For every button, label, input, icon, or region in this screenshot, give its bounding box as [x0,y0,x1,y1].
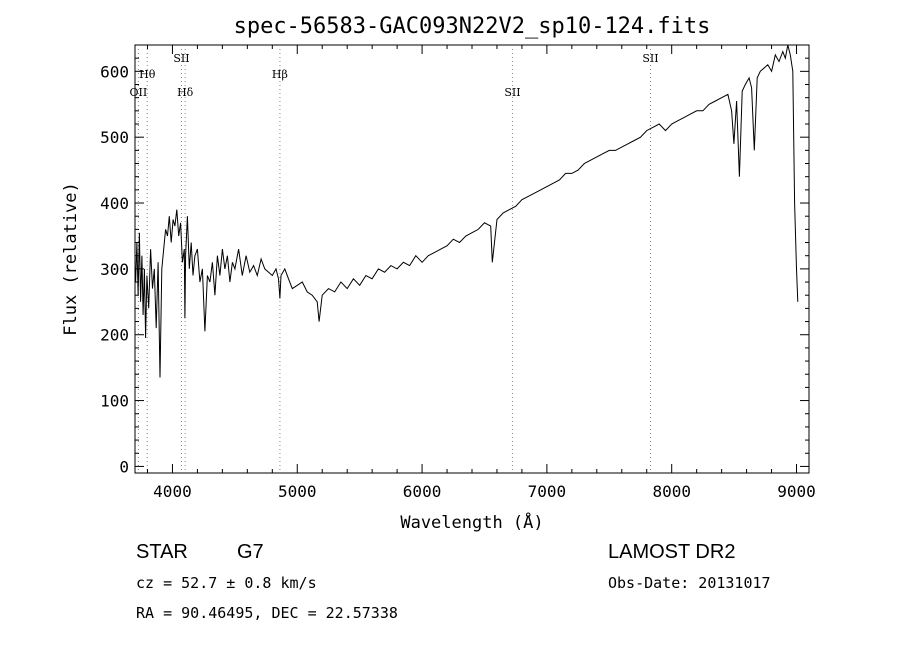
coordinates-text: RA = 90.46495, DEC = 22.57338 [136,604,398,622]
line-marker-label: OII [130,86,148,99]
line-marker-label: SII [642,52,658,65]
line-marker-label: Hβ [272,68,288,81]
x-tick-label: 5000 [278,482,317,501]
axis-ticks: 4000 5000 6000 7000 8000 9000 0 100 200 300 400 500… [100,45,816,501]
chart-title: spec-56583-GAC093N22V2_sp10-124.fits [234,14,711,39]
x-tick-label: 4000 [153,482,192,501]
line-marker-label: Hθ [139,68,156,81]
spectral-line-markers: Hθ SII SII OII Hδ Hβ SII [130,45,659,473]
x-tick-label: 8000 [652,482,691,501]
y-tick-label: 100 [100,392,129,411]
y-axis-label: Flux (relative) [61,182,81,336]
y-tick-label: 200 [100,326,129,345]
y-tick-label: 400 [100,194,129,213]
x-tick-label: 9000 [777,482,816,501]
obs-date-text: Obs-Date: 20131017 [608,574,771,592]
y-tick-label: 500 [100,128,129,147]
line-marker-label: SII [173,52,189,65]
redshift-text: cz = 52.7 ± 0.8 km/s [136,574,317,592]
y-tick-label: 0 [119,457,129,476]
plot-frame [134,44,810,474]
line-marker-label: Hδ [177,86,194,99]
object-subclass: G7 [237,541,264,563]
y-tick-label: 600 [100,62,129,81]
spectrum-line [135,44,799,378]
object-class: STAR [136,541,188,563]
x-tick-label: 6000 [403,482,442,501]
survey-name: LAMOST DR2 [608,541,736,563]
y-tick-label: 300 [100,260,129,279]
x-axis-label: Wavelength (Å) [400,511,543,533]
x-tick-label: 7000 [528,482,567,501]
line-marker-label: SII [504,86,520,99]
